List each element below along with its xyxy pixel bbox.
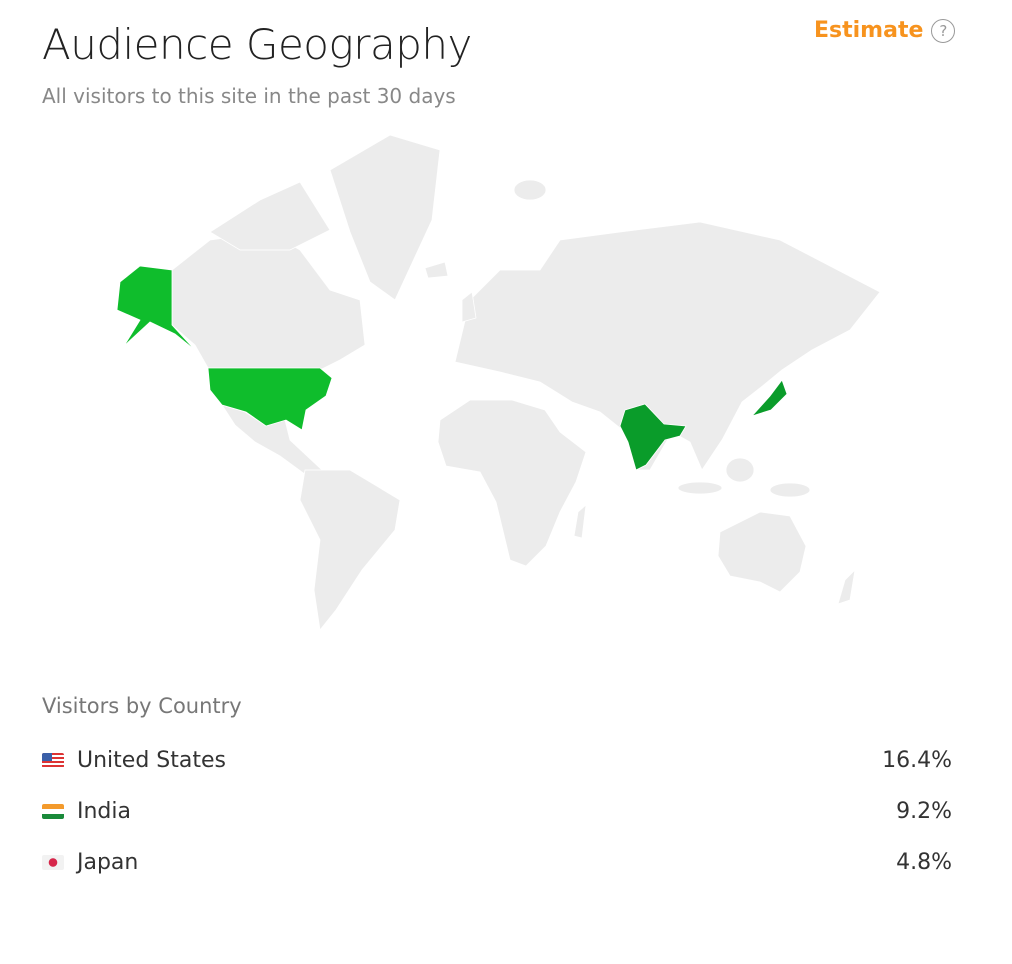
region-svalbard <box>513 179 547 201</box>
country-row: India 9.2% <box>42 796 952 826</box>
region-borneo <box>725 457 755 483</box>
estimate-text: Estimate <box>814 18 924 43</box>
country-name: India <box>77 798 131 824</box>
estimate-label[interactable]: Estimate ? <box>814 18 956 43</box>
region-madagascar <box>573 504 587 539</box>
page-subtitle: All visitors to this site in the past 30… <box>42 84 456 108</box>
region-united-states <box>207 367 333 431</box>
region-arctic-islands <box>209 181 331 251</box>
region-greenland <box>329 134 441 301</box>
country-percent: 9.2% <box>896 798 952 824</box>
region-japan <box>750 379 788 417</box>
india-flag-icon <box>42 803 64 819</box>
country-percent: 16.4% <box>882 747 952 773</box>
region-south-america <box>299 469 401 631</box>
region-eurasia <box>454 221 881 471</box>
region-canada <box>171 231 366 371</box>
japan-flag-icon <box>42 854 64 870</box>
region-new-guinea <box>769 482 811 498</box>
list-title: Visitors by Country <box>42 694 242 718</box>
region-indonesia <box>677 481 723 495</box>
country-name: United States <box>77 747 226 773</box>
region-australia <box>717 511 807 593</box>
region-new-zealand <box>837 568 856 605</box>
us-flag-icon <box>42 752 64 768</box>
country-row: United States 16.4% <box>42 745 952 775</box>
world-map <box>116 134 881 631</box>
page-title: Audience Geography <box>42 20 472 69</box>
region-india <box>619 403 687 471</box>
question-circle-icon[interactable]: ? <box>931 18 956 43</box>
region-uk <box>461 291 477 323</box>
region-africa <box>437 399 587 567</box>
country-row: Japan 4.8% <box>42 847 952 877</box>
region-iceland <box>424 261 449 279</box>
country-percent: 4.8% <box>896 849 952 875</box>
country-name: Japan <box>77 849 139 875</box>
region-alaska <box>116 265 196 351</box>
